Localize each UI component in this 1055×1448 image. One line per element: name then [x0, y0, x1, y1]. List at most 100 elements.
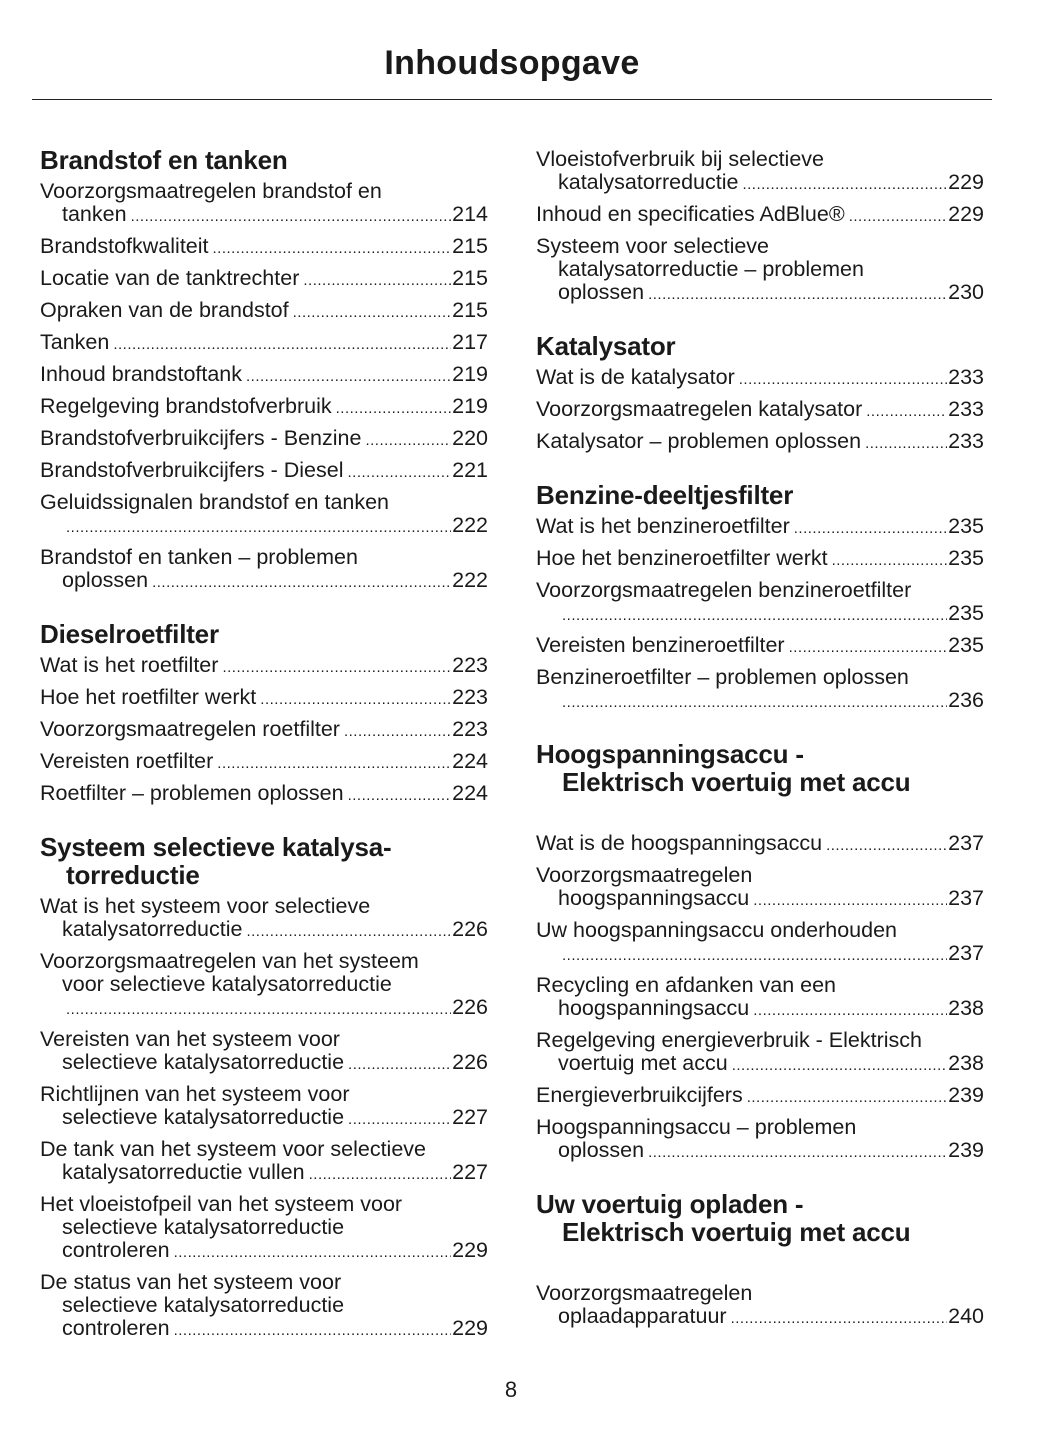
toc-entry-page[interactable]: 223: [452, 685, 488, 709]
toc-entry-page[interactable]: 215: [452, 298, 488, 322]
toc-entry[interactable]: Hoe het benzineroetfilter werkt 235: [536, 547, 984, 572]
toc-entry-page[interactable]: 235: [948, 601, 984, 625]
toc-entry-text: Richtlijnen van het systeem voor: [40, 1082, 350, 1106]
toc-entry[interactable]: Benzineroetfilter – problemen oplossen 23…: [536, 666, 984, 714]
toc-entry[interactable]: Systeem voor selectieve katalysatorreduct…: [536, 235, 984, 306]
toc-entry[interactable]: Voorzorgsmaatregelen katalysator 233: [536, 398, 984, 423]
dot-leader: [562, 604, 947, 627]
toc-entry-text: Wat is de hoogspanningsaccu: [536, 831, 823, 855]
toc-entry-last-line: Hoe het benzineroetfilter werkt 235: [536, 547, 984, 572]
toc-entry[interactable]: De tank van het systeem voor selectieve k…: [40, 1138, 488, 1186]
toc-entry-page[interactable]: 239: [948, 1083, 984, 1107]
toc-entry-page[interactable]: 238: [948, 1051, 984, 1075]
toc-entry-page[interactable]: 222: [452, 568, 488, 592]
toc-entry[interactable]: Energieverbruikcijfers 239: [536, 1084, 984, 1109]
toc-entry-page[interactable]: 233: [948, 365, 984, 389]
toc-entry-text: Wat is het roetfilter: [40, 653, 219, 677]
toc-entry-last-line: Tanken 217: [40, 331, 488, 356]
toc-entry[interactable]: Locatie van de tanktrechter 215: [40, 267, 488, 292]
toc-entry[interactable]: Tanken 217: [40, 331, 488, 356]
toc-entry-page[interactable]: 229: [948, 202, 984, 226]
toc-entry-page[interactable]: 230: [948, 280, 984, 304]
toc-entry[interactable]: De status van het systeem voor selectieve…: [40, 1271, 488, 1342]
toc-entry-page[interactable]: 229: [452, 1316, 488, 1340]
toc-entry-page[interactable]: 226: [452, 1050, 488, 1074]
toc-entry[interactable]: Regelgeving energieverbruik - Elektrisch…: [536, 1029, 984, 1077]
toc-entry[interactable]: Voorzorgsmaatregelen van het systeem voor…: [40, 950, 488, 1021]
toc-entry-last-line: Voorzorgsmaatregelen roetfilter 223: [40, 718, 488, 743]
toc-entry-page[interactable]: 224: [452, 749, 488, 773]
toc-entry-page[interactable]: 229: [948, 170, 984, 194]
toc-entry[interactable]: Richtlijnen van het systeem voor selectie…: [40, 1083, 488, 1131]
toc-entry[interactable]: Uw hoogspanningsaccu onderhouden 237: [536, 919, 984, 967]
toc-entry-page[interactable]: 223: [452, 653, 488, 677]
toc-entry[interactable]: Opraken van de brandstof 215: [40, 299, 488, 324]
toc-entry[interactable]: Recycling en afdanken van een hoogspannin…: [536, 974, 984, 1022]
toc-entry-page[interactable]: 215: [452, 234, 488, 258]
toc-entry-page[interactable]: 237: [948, 941, 984, 965]
toc-entry[interactable]: Wat is het systeem voor selectieve kataly…: [40, 895, 488, 943]
toc-entry-page[interactable]: 219: [452, 362, 488, 386]
toc-entry-page[interactable]: 226: [452, 995, 488, 1019]
toc-entry[interactable]: Brandstofkwaliteit 215: [40, 235, 488, 260]
toc-entry-page[interactable]: 215: [452, 266, 488, 290]
toc-entry-page[interactable]: 226: [452, 917, 488, 941]
toc-entry[interactable]: Katalysator – problemen oplossen 233: [536, 430, 984, 455]
dot-leader: [348, 784, 452, 807]
toc-entry-page[interactable]: 223: [452, 717, 488, 741]
toc-entry-last-line: Roetfilter – problemen oplossen 224: [40, 782, 488, 807]
toc-entry[interactable]: Vereisten benzineroetfilter 235: [536, 634, 984, 659]
toc-entry[interactable]: Geluidssignalen brandstof en tanken 222: [40, 491, 488, 539]
toc-entry-page[interactable]: 217: [452, 330, 488, 354]
toc-entry-page[interactable]: 238: [948, 996, 984, 1020]
toc-entry-page[interactable]: 229: [452, 1238, 488, 1262]
toc-entry-last-line: selectieve katalysatorreductie 227: [40, 1106, 488, 1131]
toc-entry-page[interactable]: 237: [948, 886, 984, 910]
toc-entry-page[interactable]: 221: [452, 458, 488, 482]
dot-leader: [336, 397, 452, 420]
toc-entry-page[interactable]: 235: [948, 546, 984, 570]
toc-entry-page[interactable]: 219: [452, 394, 488, 418]
toc-entry[interactable]: Wat is het benzineroetfilter 235: [536, 515, 984, 540]
toc-entry[interactable]: Roetfilter – problemen oplossen 224: [40, 782, 488, 807]
toc-entry-page[interactable]: 224: [452, 781, 488, 805]
toc-entry-page[interactable]: 237: [948, 831, 984, 855]
toc-entry[interactable]: Inhoud brandstoftank 219: [40, 363, 488, 388]
toc-entry[interactable]: Inhoud en specificaties AdBlue® 229: [536, 203, 984, 228]
toc-entry-page[interactable]: 222: [452, 513, 488, 537]
toc-entry-text: Wat is het systeem voor selectieve: [40, 894, 371, 918]
toc-entry-page[interactable]: 239: [948, 1138, 984, 1162]
toc-entry-page[interactable]: 240: [948, 1304, 984, 1328]
toc-entry-page[interactable]: 233: [948, 397, 984, 421]
toc-entry[interactable]: Vloeistofverbruik bij selectieve katalysa…: [536, 148, 984, 196]
toc-entry-page[interactable]: 236: [948, 688, 984, 712]
toc-entry-page[interactable]: 227: [452, 1105, 488, 1129]
toc-entry[interactable]: Vereisten van het systeem voor selectieve…: [40, 1028, 488, 1076]
toc-entry[interactable]: Voorzorgsmaatregelen roetfilter 223: [40, 718, 488, 743]
toc-entry[interactable]: Het vloeistofpeil van het systeem voor se…: [40, 1193, 488, 1264]
toc-entry[interactable]: Voorzorgsmaatregelen benzineroetfilter 23…: [536, 579, 984, 627]
toc-entry[interactable]: Brandstofverbruikcijfers - Benzine 220: [40, 427, 488, 452]
toc-entry-last-line: Locatie van de tanktrechter 215: [40, 267, 488, 292]
toc-entry-page[interactable]: 220: [452, 426, 488, 450]
toc-entry-text: Voorzorgsmaatregelen katalysator: [536, 397, 863, 421]
dot-leader: [732, 1054, 947, 1077]
toc-entry-page[interactable]: 214: [452, 202, 488, 226]
toc-entry-page[interactable]: 235: [948, 514, 984, 538]
toc-entry-text: katalysatorreductie vullen: [62, 1160, 305, 1184]
toc-entry[interactable]: Wat is de hoogspanningsaccu 237: [536, 832, 984, 857]
toc-entry[interactable]: Regelgeving brandstofverbruik 219: [40, 395, 488, 420]
toc-entry[interactable]: Vereisten roetfilter 224: [40, 750, 488, 775]
toc-entry[interactable]: Wat is het roetfilter 223: [40, 654, 488, 679]
toc-entry[interactable]: Wat is de katalysator 233: [536, 366, 984, 391]
toc-entry-page[interactable]: 227: [452, 1160, 488, 1184]
toc-entry-page[interactable]: 233: [948, 429, 984, 453]
toc-entry-page[interactable]: 235: [948, 633, 984, 657]
toc-entry[interactable]: Brandstofverbruikcijfers - Diesel 221: [40, 459, 488, 484]
toc-entry[interactable]: Hoe het roetfilter werkt 223: [40, 686, 488, 711]
